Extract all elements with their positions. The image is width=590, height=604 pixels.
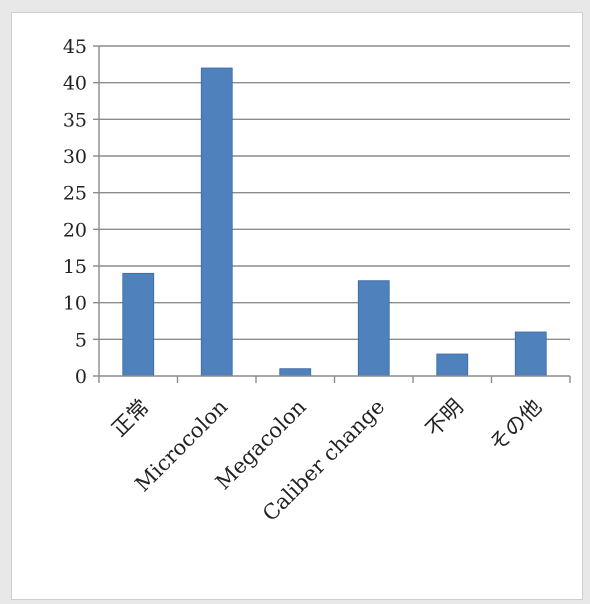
y-axis: 0 5 10 15 20 25 30 35 40 45 [63,36,100,388]
bars [122,67,547,377]
bar [514,331,547,377]
bar [200,67,233,377]
y-tick-label: 15 [63,256,87,278]
y-tick-label: 10 [63,293,87,315]
y-tick-label: 40 [63,73,87,95]
gridlines [99,45,570,341]
bar-chart: 0 5 10 15 20 25 30 35 40 45 正常MicrocolonMegacolon… [63,36,571,526]
x-category-label: 不明 [421,395,468,442]
x-category-label: その他 [485,395,547,457]
y-tick-label: 45 [63,36,87,58]
bar [279,368,312,377]
y-tick-label: 5 [75,329,87,351]
y-tick-label: 25 [63,183,87,205]
bar [436,353,469,377]
chart-panel: 0 5 10 15 20 25 30 35 40 45 正常 Microcolon Megacolon… [11,12,583,600]
y-tick-label: 30 [63,146,87,168]
bar [357,280,390,377]
y-tick-label: 0 [75,366,87,388]
x-category-label: 正常 [107,395,154,442]
y-tick-label: 35 [63,109,87,131]
bar [122,272,155,377]
y-tick-label: 20 [63,219,87,241]
